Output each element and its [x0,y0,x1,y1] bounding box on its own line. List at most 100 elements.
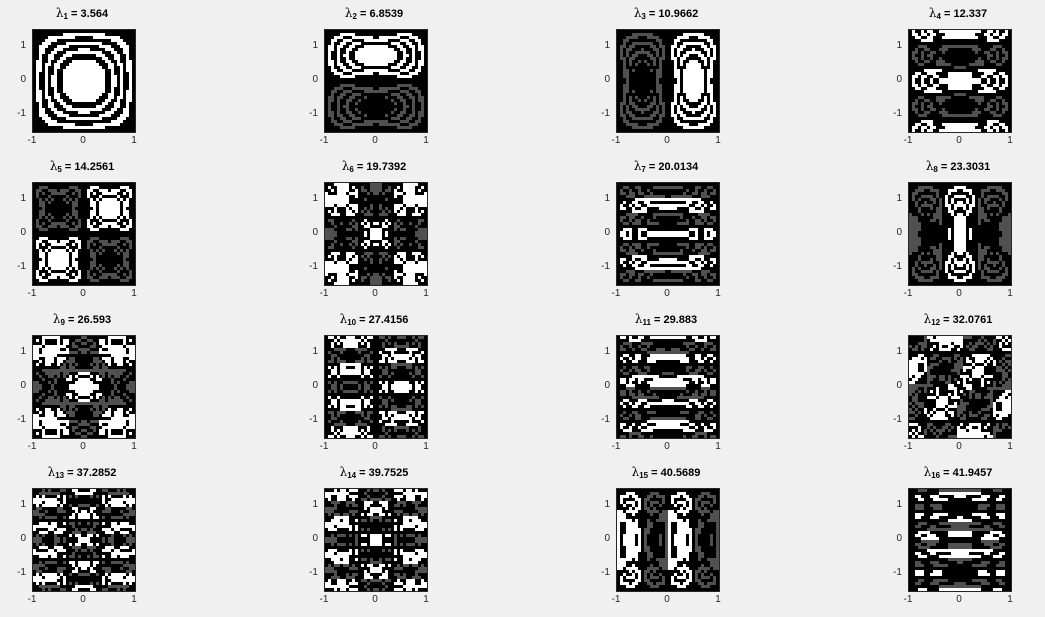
contour-cell [370,45,373,48]
contour-cell [713,48,716,51]
contour-cell [120,111,123,114]
contour-cell [704,108,707,111]
contour-cell [325,81,328,84]
contour-cell [54,66,57,69]
contour-cell [644,93,647,96]
contour-cell [951,81,954,84]
contour-cell [66,81,69,84]
contour-cell [33,69,36,72]
contour-cell [954,114,957,117]
contour-cell [337,84,340,87]
contour-cell [945,51,948,54]
contour-cell [978,105,981,108]
contour-cell [370,66,373,69]
contour-cell [969,123,972,126]
contour-cell [412,72,415,75]
contour-cell [370,42,373,45]
contour-cell [418,114,421,117]
contour-cell [972,36,975,39]
contour-cell [617,30,620,33]
contour-cell [385,90,388,93]
contour-cell [84,78,87,81]
contour-cell [355,60,358,63]
contour-cell [671,114,674,117]
contour-cell [650,36,653,39]
contour-cell [698,129,701,132]
contour-cell [358,39,361,42]
contour-cell [78,198,81,201]
contour-cell [111,207,114,210]
contour-cell [704,45,707,48]
contour-cell [117,30,120,33]
contour-cell [54,204,57,207]
contour-cell [999,66,1002,69]
contour-cell [382,48,385,51]
contour-cell [650,84,653,87]
contour-cell [328,102,331,105]
contour-cell [677,99,680,102]
contour-cell [84,93,87,96]
contour-cell [939,33,942,36]
contour-cell [355,111,358,114]
contour-cell [334,36,337,39]
contour-cell [325,90,328,93]
contour-cell [912,78,915,81]
contour-cell [373,102,376,105]
contour-cell [963,30,966,33]
contour-cell [659,54,662,57]
contour-cell [403,90,406,93]
contour-cell [659,117,662,120]
contour-cell [337,66,340,69]
contour-cell [617,117,620,120]
contour-cell [394,69,397,72]
contour-cell [710,51,713,54]
contour-cell [358,117,361,120]
contour-cell [978,69,981,72]
contour-cell [39,75,42,78]
contour-cell [972,102,975,105]
contour-cell [33,126,36,129]
contour-cell [352,39,355,42]
contour-cell [406,75,409,78]
contour-cell [674,90,677,93]
contour-cell [671,129,674,132]
contour-cell [132,36,135,39]
contour-cell [924,126,927,129]
contour-cell [635,57,638,60]
contour-cell [93,63,96,66]
contour-cell [370,102,373,105]
contour-cell [954,75,957,78]
contour-cell [939,99,942,102]
contour-cell [653,66,656,69]
contour-cell [713,117,716,120]
contour-cell [707,105,710,108]
contour-cell [629,30,632,33]
contour-cell [954,48,957,51]
contour-cell [909,75,912,78]
contour-cell [358,123,361,126]
contour-cell [397,45,400,48]
contour-cell [349,57,352,60]
contour-cell [394,81,397,84]
contour-cell [93,72,96,75]
contour-cell [340,111,343,114]
contour-cell [656,33,659,36]
contour-cell [96,66,99,69]
contour-cell [683,114,686,117]
contour-cell [972,96,975,99]
contour-cell [647,102,650,105]
contour-cell [966,72,969,75]
contour-cell [993,30,996,33]
contour-cell [111,45,114,48]
contour-cell [373,123,376,126]
contour-cell [75,117,78,120]
contour-cell [969,69,972,72]
contour-cell [936,129,939,132]
contour-cell [984,93,987,96]
contour-cell [69,66,72,69]
contour-cell [412,57,415,60]
contour-cell [650,129,653,132]
contour-cell [123,207,126,210]
contour-cell [81,129,84,132]
contour-cell [361,30,364,33]
